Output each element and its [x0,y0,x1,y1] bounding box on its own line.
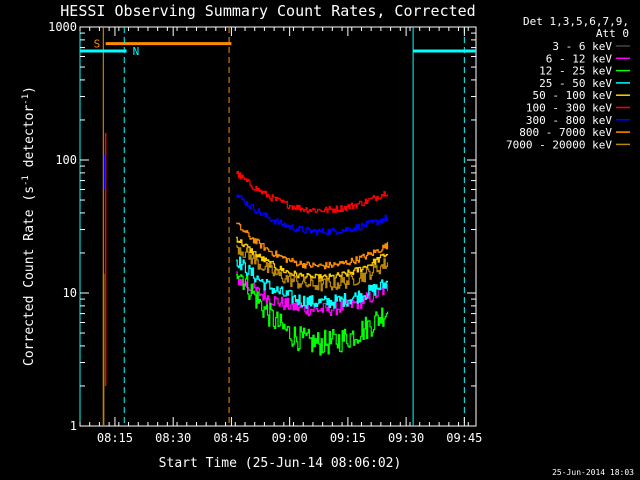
y-axis-label-main: Corrected Count Rate (s [22,186,37,366]
y-axis-label-end: ) [22,86,37,94]
x-axis-label: Start Time (25-Jun-14 08:06:02) [159,456,402,471]
x-tick-label: 08:30 [155,431,191,445]
y-tick-label: 100 [55,153,77,167]
legend-entry-label: 3 - 6 keV [552,40,612,53]
legend-entry-label: 25 - 50 keV [539,77,612,90]
flag-label: S [94,38,101,51]
series-line-6 [236,194,389,236]
series-line-3 [236,256,389,309]
legend-entry-label: 100 - 300 keV [526,102,612,115]
x-tick-label: 08:15 [97,431,133,445]
legend-entry-label: 7000 - 20000 keV [506,138,612,151]
legend-entry-label: 50 - 100 keV [533,89,613,102]
legend-entry-label: 12 - 25 keV [539,65,612,78]
footer-timestamp: 25-Jun-2014 18:03 [552,468,634,477]
y-axis-label-sup2: -1 [21,94,31,105]
flag-layer: SN [79,27,476,426]
x-tick-label: 09:30 [388,431,424,445]
series-line-4 [236,236,389,282]
x-tick-label: 09:15 [330,431,366,445]
flag-label: N [133,45,140,58]
plot-frame [79,26,477,427]
axis-layer: 1 10 100 1000 08:15 08:30 08:45 09:00 09:15 09:30… [48,20,482,445]
y-tick-label: 1000 [48,20,77,34]
y-axis-label-sup1: -1 [21,175,31,186]
y-tick-label: 1 [70,419,77,433]
x-tick-label: 08:45 [213,431,249,445]
legend-entry-label: 800 - 7000 keV [519,126,612,139]
legend-header-detectors: Det 1,3,5,6,7,9, [523,15,629,28]
y-axis-label: Corrected Count Rate (s-1 detector-1) [21,86,37,366]
series-layer [102,132,389,426]
legend-entry-label: 300 - 800 keV [526,114,612,127]
x-tick-label: 09:00 [272,431,308,445]
y-axis-label-mid: detector [22,105,37,176]
series-line-7 [236,222,389,270]
y-tick-label: 10 [63,286,77,300]
legend-header-attenuator: Att 0 [596,27,629,40]
series-line-5 [236,171,389,214]
series-line-8 [236,245,389,292]
chart-title: HESSI Observing Summary Count Rates, Cor… [60,2,475,20]
x-tick-label: 09:45 [446,431,482,445]
legend-entry-label: 6 - 12 keV [546,52,613,65]
series-line-2 [236,273,389,356]
